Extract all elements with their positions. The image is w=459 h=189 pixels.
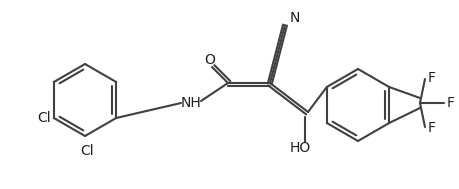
Text: NH: NH bbox=[180, 96, 201, 110]
Text: F: F bbox=[427, 71, 435, 85]
Text: HO: HO bbox=[289, 141, 310, 155]
Text: F: F bbox=[427, 121, 435, 135]
Text: N: N bbox=[289, 11, 300, 25]
Text: Cl: Cl bbox=[37, 111, 50, 125]
Text: O: O bbox=[204, 53, 215, 67]
Text: Cl: Cl bbox=[80, 144, 94, 158]
Text: F: F bbox=[446, 96, 454, 110]
